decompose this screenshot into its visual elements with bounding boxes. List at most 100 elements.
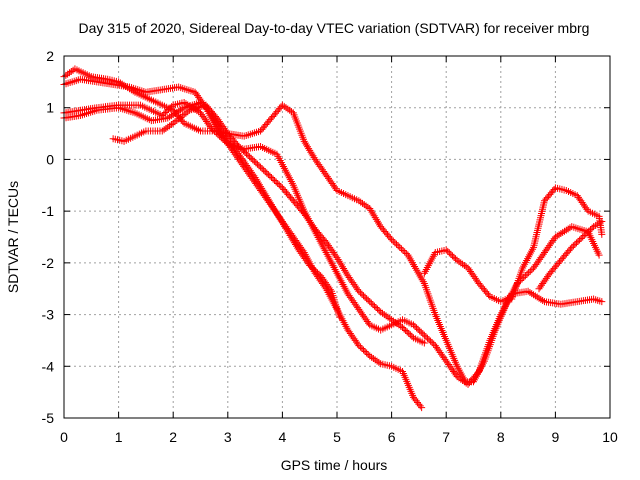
data-point	[261, 190, 269, 198]
data-point	[394, 242, 402, 250]
data-point	[260, 188, 268, 196]
data-point	[175, 107, 183, 115]
data-point	[169, 119, 177, 127]
data-point	[284, 105, 292, 113]
data-point	[555, 231, 563, 239]
data-point	[360, 346, 368, 354]
data-point	[520, 273, 528, 281]
data-point	[282, 224, 290, 232]
data-point	[275, 213, 283, 221]
data-point	[397, 245, 405, 253]
grid-lines	[64, 56, 610, 418]
x-axis-label: GPS time / hours	[281, 457, 388, 473]
data-point	[448, 252, 456, 260]
data-point	[442, 246, 450, 254]
data-point	[337, 261, 345, 269]
data-point	[523, 270, 531, 278]
x-tick-label: 9	[552, 429, 560, 445]
data-point	[356, 343, 364, 351]
data-point	[65, 69, 73, 77]
data-point	[363, 295, 371, 303]
x-tick-label: 5	[333, 429, 341, 445]
data-point	[453, 256, 461, 264]
x-tick-label: 2	[169, 429, 177, 445]
data-point	[171, 118, 179, 126]
data-point	[300, 137, 308, 145]
data-point	[358, 290, 366, 298]
data-point	[455, 258, 463, 266]
x-tick-label: 3	[224, 429, 232, 445]
data-point	[271, 176, 279, 184]
y-tick-label: 1	[46, 100, 54, 116]
data-point	[253, 177, 261, 185]
series-track-2	[60, 99, 606, 388]
series-track-8	[535, 217, 606, 293]
data-point	[251, 174, 259, 182]
data-point	[388, 236, 396, 244]
data-point	[180, 111, 188, 119]
data-point	[235, 143, 243, 150]
data-point	[184, 108, 192, 116]
data-point	[260, 166, 268, 174]
data-point	[165, 106, 173, 114]
data-point	[178, 112, 186, 120]
data-point	[166, 122, 174, 130]
data-point	[450, 253, 458, 261]
data-point	[459, 377, 467, 385]
data-point	[255, 181, 263, 189]
data-point	[62, 71, 70, 79]
data-point	[526, 288, 534, 296]
data-point	[585, 227, 593, 235]
data-point	[409, 321, 417, 329]
data-point	[307, 148, 315, 156]
data-point	[310, 266, 318, 274]
data-point	[266, 199, 274, 207]
data-point	[342, 268, 350, 276]
data-point	[582, 230, 590, 238]
data-point	[266, 172, 274, 180]
data-point	[233, 141, 241, 149]
data-point	[332, 252, 340, 260]
data-point	[246, 153, 254, 161]
data-point	[550, 235, 558, 243]
data-point	[169, 111, 177, 119]
data-point	[173, 108, 181, 116]
data-point	[583, 229, 591, 237]
data-point	[269, 202, 277, 210]
y-tick-label: -2	[42, 255, 55, 271]
data-point	[525, 269, 533, 277]
data-point	[307, 263, 315, 271]
data-point	[265, 197, 273, 205]
data-point	[393, 320, 401, 328]
data-point	[336, 313, 344, 321]
data-point	[171, 109, 179, 117]
data-point	[355, 342, 363, 350]
data-point	[375, 358, 383, 366]
data-point	[173, 116, 181, 124]
x-tick-label: 0	[60, 429, 68, 445]
data-point	[336, 259, 344, 267]
data-point	[572, 239, 580, 247]
data-point	[258, 165, 266, 173]
data-point	[166, 104, 174, 112]
data-point	[301, 139, 309, 147]
data-point	[175, 115, 183, 123]
data-point	[363, 349, 371, 357]
data-point	[355, 287, 363, 295]
data-point	[182, 109, 190, 117]
data-point	[414, 325, 422, 333]
data-point	[384, 313, 392, 321]
data-point	[402, 326, 410, 334]
data-point	[553, 232, 561, 240]
data-points	[60, 65, 606, 412]
data-point	[485, 291, 493, 299]
data-point	[530, 291, 538, 299]
data-point	[261, 168, 269, 176]
data-point	[393, 240, 401, 248]
data-point	[370, 212, 378, 220]
data-point	[413, 324, 421, 332]
data-point	[314, 269, 321, 277]
x-tick-label: 7	[442, 429, 450, 445]
data-point	[427, 337, 435, 345]
data-point	[236, 144, 244, 152]
